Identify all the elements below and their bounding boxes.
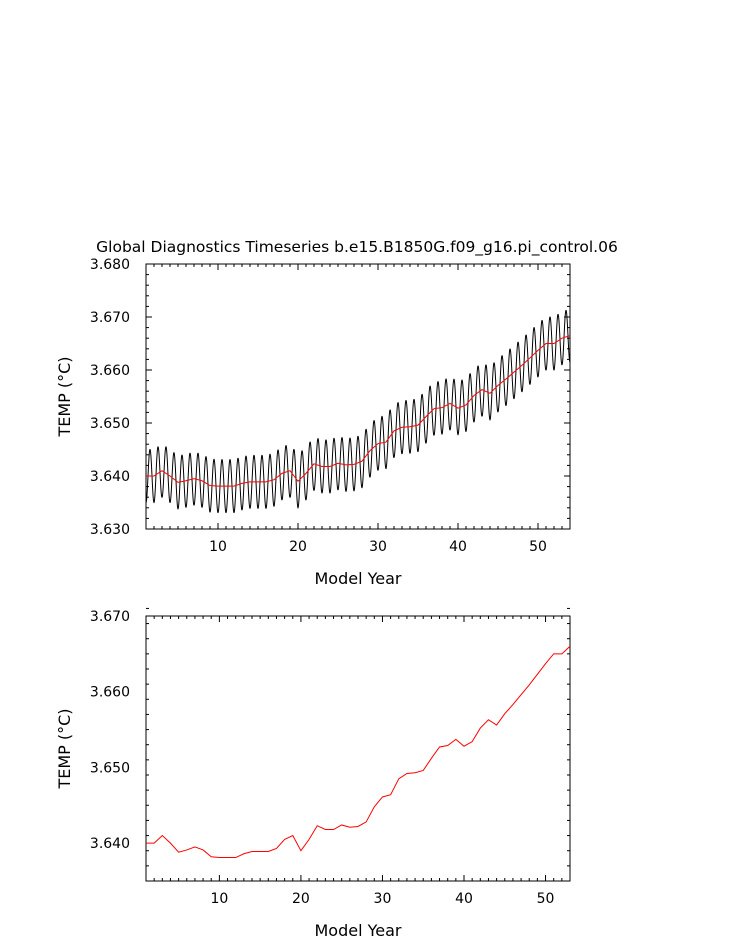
bottom-x-tick-label: 40 bbox=[455, 891, 473, 907]
top-x-tick-label: 50 bbox=[529, 539, 547, 555]
top-x-tick-label: 20 bbox=[289, 539, 307, 555]
bottom-x-tick-label: 10 bbox=[210, 891, 228, 907]
top-x-axis-label: Model Year bbox=[315, 569, 402, 588]
top-series-annual bbox=[146, 335, 570, 487]
bottom-plot-frame bbox=[145, 615, 571, 882]
top-y-tick-label: 3.670 bbox=[90, 310, 130, 326]
bottom-x-tick-label: 50 bbox=[537, 891, 555, 907]
top-y-axis-label: TEMP (°C) bbox=[55, 356, 74, 437]
top-plot-frame bbox=[145, 263, 571, 530]
bottom-x-tick-label: 20 bbox=[292, 891, 310, 907]
bottom-x-tick-label: 30 bbox=[374, 891, 392, 907]
bottom-y-tick-label: 3.660 bbox=[90, 685, 130, 701]
top-plot-area bbox=[146, 309, 570, 514]
top-y-tick-label: 3.660 bbox=[90, 363, 130, 379]
bottom-plot-area bbox=[146, 645, 570, 859]
bottom-y-axis-label: TEMP (°C) bbox=[55, 708, 74, 789]
figure-title: Global Diagnostics Timeseries b.e15.B185… bbox=[96, 238, 618, 257]
top-x-tick-label: 40 bbox=[449, 539, 467, 555]
top-y-tick-label: 3.680 bbox=[90, 257, 130, 273]
top-y-tick-label: 3.650 bbox=[90, 416, 130, 432]
top-y-tick-label: 3.640 bbox=[90, 469, 130, 485]
bottom-y-tick-label: 3.640 bbox=[90, 836, 130, 852]
plot-bottom: 10 20 30 40 50 3.640 3.650 3.660 3.670 Model Year… bbox=[55, 607, 571, 940]
bottom-y-tick-label: 3.650 bbox=[90, 760, 130, 776]
bottom-x-axis-label: Model Year bbox=[315, 921, 402, 940]
top-x-tick-label: 30 bbox=[369, 539, 387, 555]
top-y-tick-label: 3.630 bbox=[90, 522, 130, 538]
top-series-monthly bbox=[146, 309, 570, 514]
top-x-tick-label: 10 bbox=[209, 539, 227, 555]
bottom-series-annual bbox=[146, 645, 570, 859]
bottom-y-tick-label: 3.670 bbox=[90, 609, 130, 625]
plot-top: 10 20 30 40 50 3.630 3.640 3.650 3.660 3.670 3.680… bbox=[55, 257, 571, 588]
